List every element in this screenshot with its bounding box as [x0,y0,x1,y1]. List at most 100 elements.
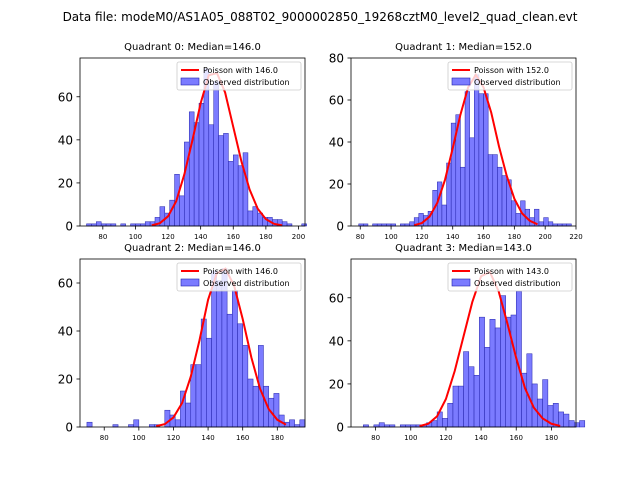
quadrant-2-panel: Quadrant 2: Median=146.0 80 100 120 140 160 18… [58,243,305,442]
histogram-bar [474,375,479,427]
histogram-bar [274,393,279,427]
quadrant-2-title: Quadrant 2: Median=146.0 [124,243,261,254]
histogram-bar [470,138,475,226]
histogram-bar [493,155,498,226]
histogram-bar [485,347,490,427]
histogram-bar [516,213,521,226]
histogram-bar [469,367,474,427]
histogram-bar [134,420,139,427]
histogram-bar [580,421,585,427]
y-tick-label: 20 [329,377,344,391]
y-tick-label: 0 [65,220,73,234]
x-tick-label: 160 [510,434,523,442]
x-tick-label: 140 [194,233,207,241]
y-tick-label: 40 [329,334,344,348]
histogram-bar [209,125,214,226]
x-tick-label: 80 [371,434,380,442]
histogram-bar [232,290,237,427]
histogram-bar [564,414,569,427]
histogram-bar [548,222,553,226]
histogram-bar [474,75,479,226]
y-tick-label: 60 [58,90,73,104]
histogram-bar [511,315,516,427]
histogram-bar [465,92,470,226]
quadrant-0-panel: Quadrant 0: Median=146.0 80 100 120 140 160 18… [58,42,307,241]
histogram-bar [289,420,294,427]
histogram-bar [490,319,495,427]
legend-poisson-label: Poisson with 146.0 [203,66,278,75]
x-tick-label: 200 [538,233,551,241]
y-tick-label: 40 [329,136,344,150]
legend-bar-swatch [452,78,470,85]
quadrant-0-title: Quadrant 0: Median=146.0 [124,42,261,53]
quadrant-3-title: Quadrant 3: Median=143.0 [395,243,532,254]
y-tick-label: 20 [58,373,73,387]
quadrant-3-panel: Quadrant 3: Median=143.0 80 100 120 140 160 18… [329,243,585,442]
histogram-bar [479,94,484,226]
y-tick-label: 20 [329,178,344,192]
y-tick-label: 60 [329,291,344,305]
x-tick-label: 100 [132,434,145,442]
histogram-bar [479,317,484,427]
histogram-bar [253,386,258,427]
histogram-bar [460,167,465,226]
x-tick-label: 120 [415,233,428,241]
legend: Poisson with 146.0 Observed distribution [177,62,301,90]
legend-poisson-label: Poisson with 146.0 [203,267,278,276]
histogram-bar [243,345,248,427]
x-tick-label: 100 [404,434,417,442]
histogram-bar [453,386,458,427]
histogram-bar [212,271,217,427]
histogram-bar [228,161,233,226]
legend-bar-swatch [181,78,199,85]
x-tick-label: 80 [356,233,365,241]
histogram-bar [248,211,253,226]
histogram-bar [243,153,248,226]
x-tick-label: 100 [129,233,142,241]
histogram-bar [227,314,232,427]
x-tick-label: 140 [474,434,487,442]
histogram-bar [574,423,579,427]
histogram-bar [199,103,204,226]
legend: Poisson with 146.0 Observed distribution [177,263,301,291]
x-tick-label: 160 [236,434,249,442]
histogram-bar [206,338,211,427]
x-tick-label: 140 [201,434,214,442]
y-tick-label: 80 [329,52,344,66]
quadrant-1-panel: Quadrant 1: Median=152.0 80 100 120 140 160 18… [329,42,583,241]
histogram-bar [223,133,228,226]
histogram-bar [464,352,469,427]
legend-poisson-label: Poisson with 152.0 [474,66,549,75]
histogram-bar [219,136,224,226]
x-tick-label: 180 [508,233,521,241]
x-tick-label: 200 [292,233,305,241]
histogram-bar [189,112,194,226]
legend-observed-label: Observed distribution [203,279,290,288]
histogram-bar [432,421,437,427]
x-tick-label: 180 [271,434,284,442]
histogram-bar [248,379,253,427]
y-tick-label: 0 [65,421,73,435]
histogram-bar [201,319,206,427]
histogram-bar [222,269,227,427]
y-tick-label: 40 [58,325,73,339]
histogram-bar [233,155,238,226]
x-tick-label: 220 [569,233,582,241]
histogram-bar [448,403,453,427]
histogram-bar [186,403,191,427]
histogram-bar [253,207,258,226]
histogram-bar [569,421,574,427]
x-tick-label: 140 [446,233,459,241]
x-tick-label: 160 [477,233,490,241]
quadrant-1-title: Quadrant 1: Median=152.0 [395,42,532,53]
histogram-bar [87,422,92,427]
histogram-bar [217,281,222,427]
histogram-bar [300,420,305,427]
y-tick-label: 20 [58,176,73,190]
x-tick-label: 180 [259,233,272,241]
x-tick-label: 100 [384,233,397,241]
x-tick-label: 80 [98,233,107,241]
histogram-bar [410,222,415,226]
histogram-bar [96,222,101,226]
x-tick-label: 120 [161,233,174,241]
